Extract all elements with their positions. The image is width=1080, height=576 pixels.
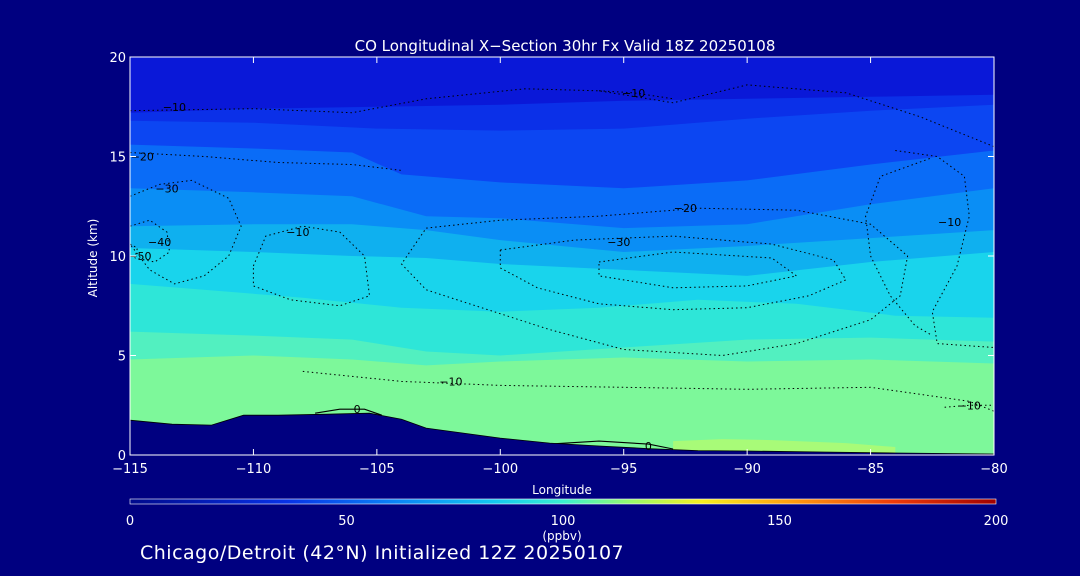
y-axis-label: Altitude (km) bbox=[86, 219, 100, 298]
contour-line-14 bbox=[315, 408, 382, 416]
x-tick-label: −80 bbox=[980, 462, 1007, 477]
x-axis-label: Longitude bbox=[532, 483, 592, 497]
colorbar bbox=[129, 498, 997, 505]
colorbar-unit-label: (ppbv) bbox=[542, 529, 581, 543]
x-tick-label: −110 bbox=[236, 462, 272, 477]
co-difference-contours bbox=[130, 84, 994, 450]
y-tick-label: 0 bbox=[118, 449, 126, 464]
contour-line-8 bbox=[499, 235, 847, 311]
contour-line-0 bbox=[130, 84, 994, 148]
contour-line-13 bbox=[865, 158, 933, 337]
x-tick-label: −105 bbox=[359, 462, 395, 477]
contour-label-1: −10 bbox=[622, 87, 645, 100]
x-tick-label: −100 bbox=[482, 462, 518, 477]
contour-line-2 bbox=[130, 152, 402, 171]
contour-label-6: −10 bbox=[286, 226, 309, 239]
contour-label-7: −20 bbox=[674, 202, 697, 215]
y-tick-label: 15 bbox=[109, 151, 126, 166]
y-tick-label: 20 bbox=[109, 51, 126, 66]
x-tick-label: −90 bbox=[733, 462, 760, 477]
contour-label-3: −30 bbox=[155, 182, 178, 195]
contour-label-2: −20 bbox=[131, 151, 154, 164]
contour-line-7 bbox=[400, 207, 909, 357]
colorbar-tick-label: 150 bbox=[767, 514, 792, 529]
terrain-shape bbox=[130, 412, 994, 455]
contour-label-10: −10 bbox=[439, 375, 462, 388]
y-axis-ticks: 0 5 10 15 20 bbox=[109, 51, 994, 464]
co-fill-layers bbox=[130, 57, 994, 455]
x-tick-label: −85 bbox=[857, 462, 884, 477]
contour-label-0: −10 bbox=[163, 101, 186, 114]
contour-line-11 bbox=[944, 404, 994, 408]
contour-label-8: −30 bbox=[607, 236, 630, 249]
contour-label-12: −10 bbox=[938, 216, 961, 229]
y-tick-label: 5 bbox=[118, 350, 126, 365]
contour-label-14: 0 bbox=[354, 403, 361, 416]
initialization-caption: Chicago/Detroit (42°N) Initialized 12Z 2… bbox=[140, 542, 625, 564]
colorbar-ticks: 0 50 100 150 200 bbox=[126, 514, 1009, 529]
contour-label-11: −10 bbox=[958, 399, 981, 412]
contour-label-15: 0 bbox=[645, 440, 652, 453]
contour-line-9 bbox=[598, 251, 798, 289]
colorbar-tick-label: 100 bbox=[551, 514, 576, 529]
terrain-mask bbox=[130, 412, 994, 455]
colorbar-tick-label: 200 bbox=[984, 514, 1009, 529]
contour-line-15 bbox=[549, 440, 674, 450]
contour-line-6 bbox=[252, 225, 371, 307]
y-tick-label: 10 bbox=[109, 250, 126, 265]
chart-title: CO Longitudinal X−Section 30hr Fx Valid … bbox=[355, 37, 776, 55]
colorbar-tick-label: 50 bbox=[338, 514, 355, 529]
x-axis-ticks: −115 −110 −105 −100 −95 −90 −85 −80 bbox=[112, 57, 1008, 477]
contour-label-5: −50 bbox=[128, 250, 151, 263]
colorbar-tick-label: 0 bbox=[126, 514, 134, 529]
contour-labels: −10 −10 −20 −30 −40−50 −10 −20 −30 −10 −10 −10 0 0 bbox=[128, 87, 981, 453]
x-tick-label: −115 bbox=[112, 462, 148, 477]
contour-label-4: −40 bbox=[148, 236, 171, 249]
contour-line-10 bbox=[302, 370, 994, 412]
x-tick-label: −95 bbox=[610, 462, 637, 477]
